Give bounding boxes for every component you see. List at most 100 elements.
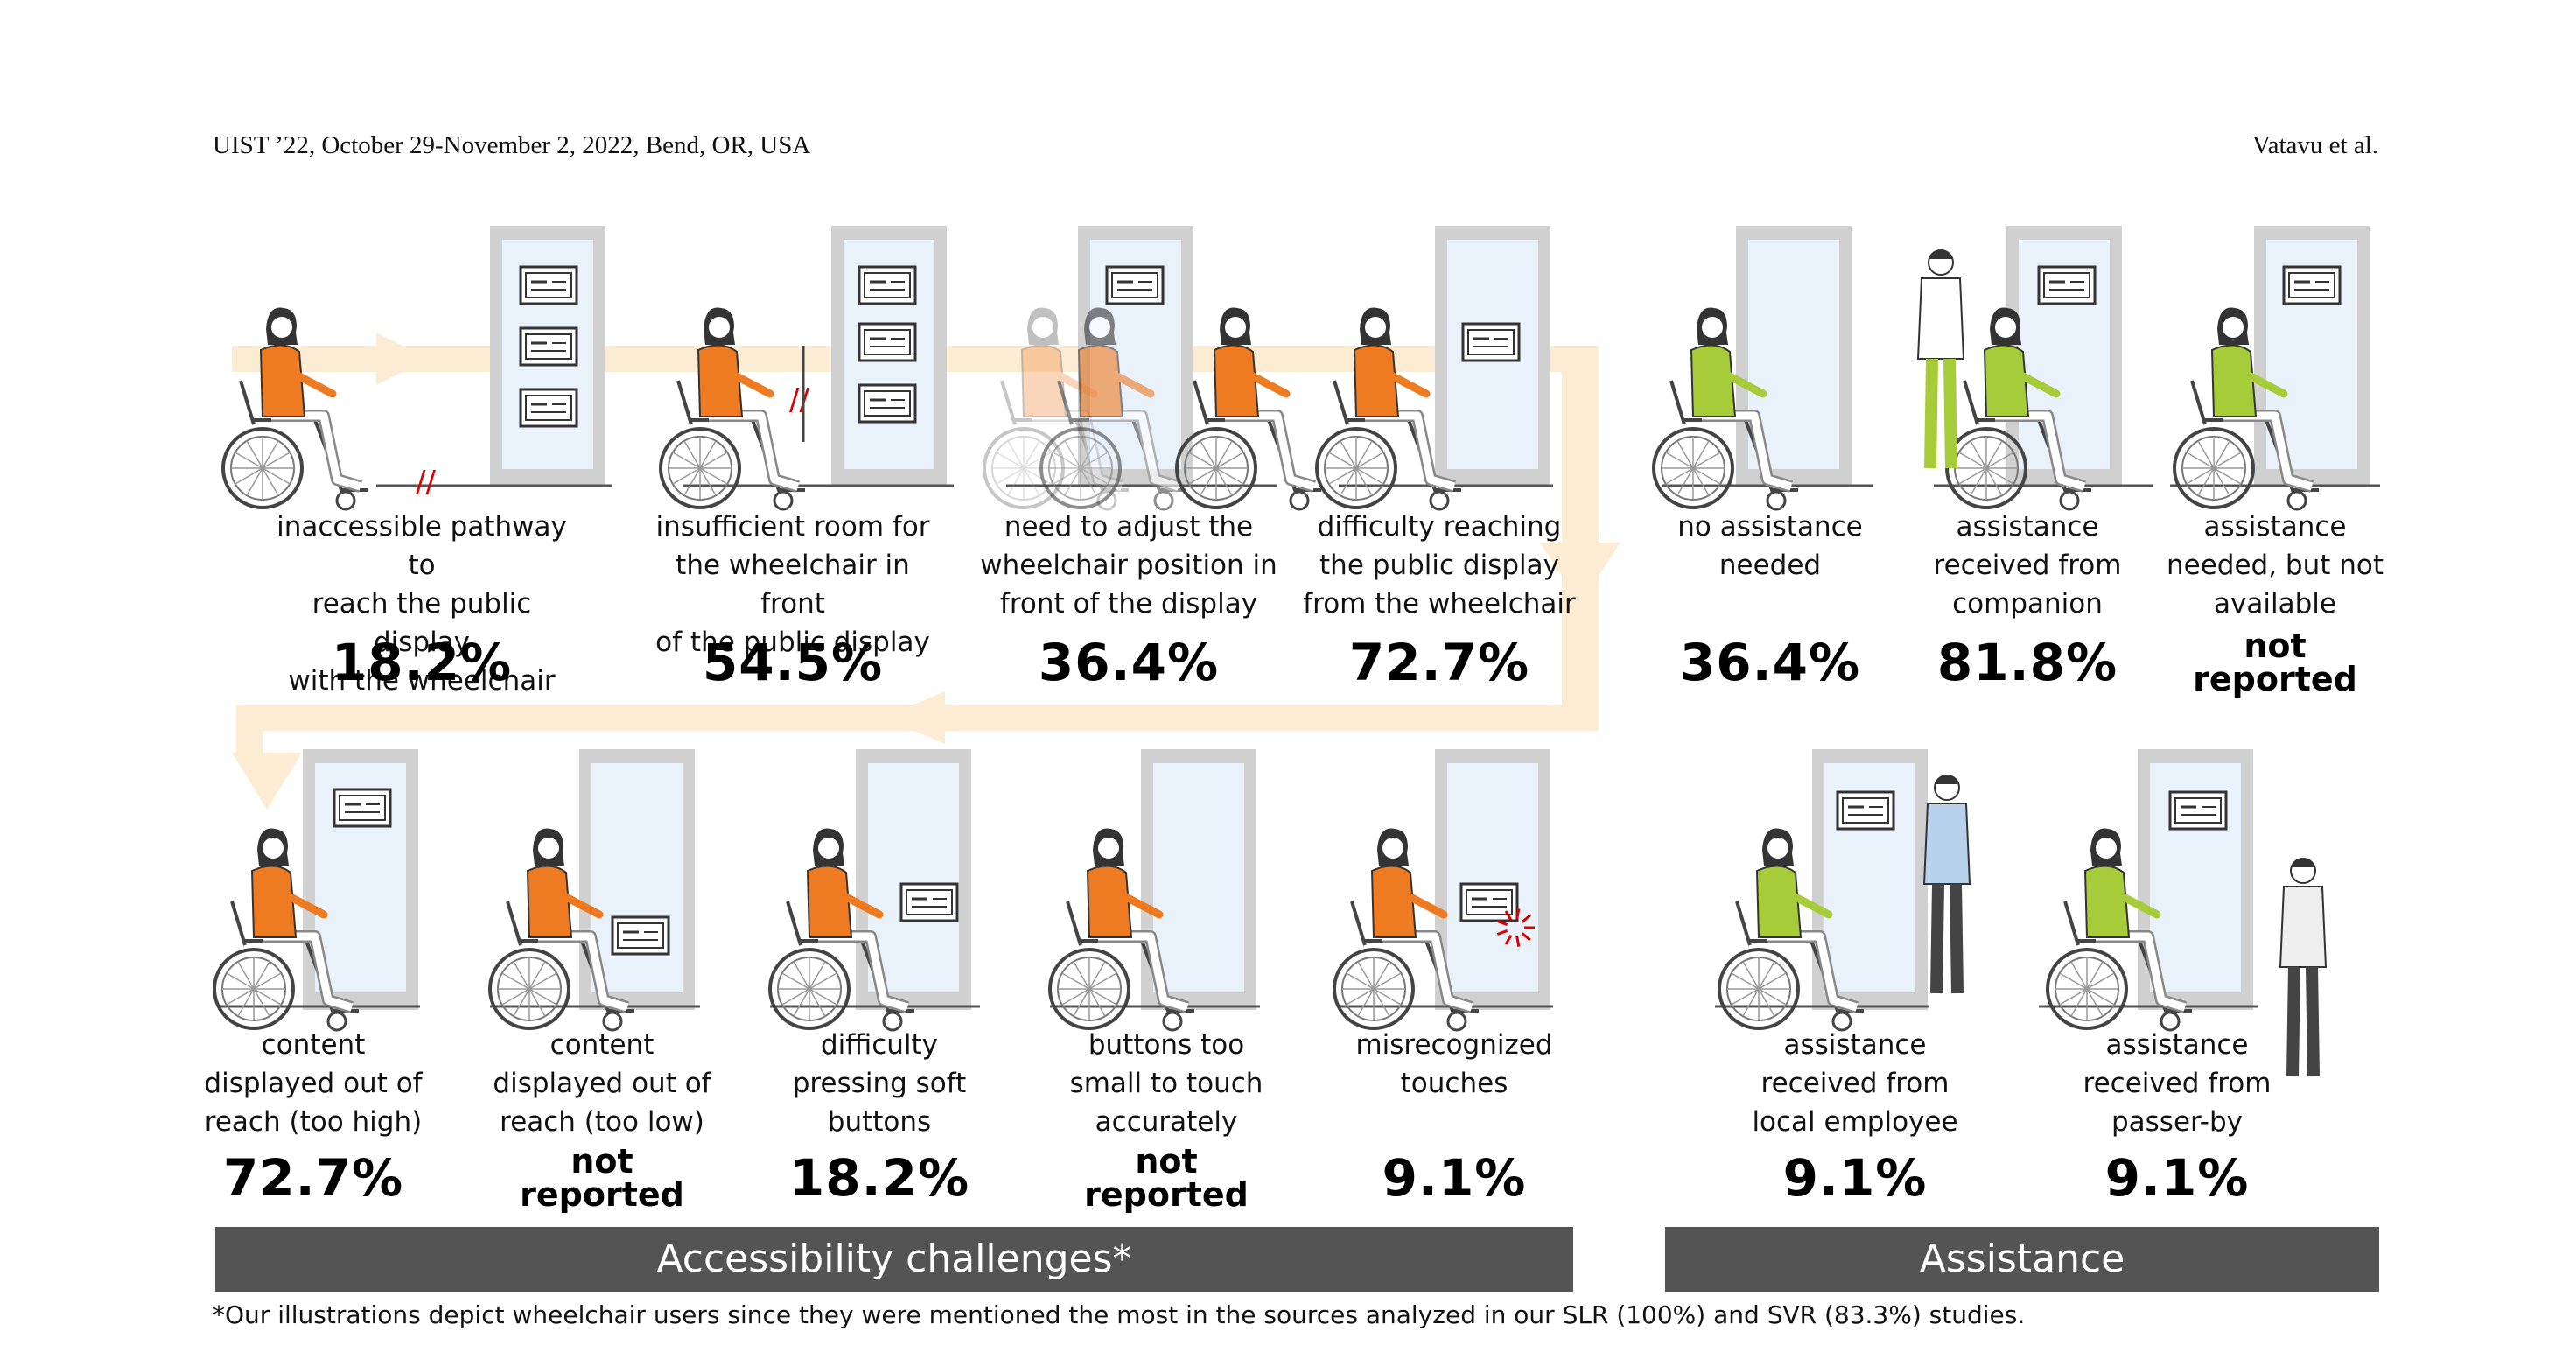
caption-line: assistance bbox=[2203, 511, 2347, 543]
public-display bbox=[1435, 749, 1550, 1010]
caption-line: difficulty reaching bbox=[1317, 511, 1562, 543]
caption-line: accurately bbox=[1095, 1106, 1238, 1138]
touch-burst bbox=[1496, 908, 1535, 947]
wheelchair-user bbox=[2046, 828, 2192, 1032]
caption-line: received from bbox=[1760, 1068, 1950, 1099]
public-display bbox=[1435, 226, 1550, 487]
public-display bbox=[2254, 226, 2370, 487]
caption: assistance received from passer-by bbox=[2028, 1026, 2326, 1141]
percentage-value: not reported bbox=[1084, 1142, 1249, 1214]
caption-line: buttons too bbox=[1088, 1029, 1245, 1061]
percentage-value: 9.1% bbox=[1382, 1148, 1527, 1208]
percentage-value: 72.7% bbox=[1348, 633, 1530, 692]
caption: buttons too small to touch accurately bbox=[1018, 1026, 1315, 1141]
barrier-mark: // bbox=[416, 465, 436, 500]
wheelchair-user bbox=[1652, 307, 1798, 511]
caption: difficulty reaching the public display fro… bbox=[1291, 508, 1588, 623]
wheelchair-user bbox=[1718, 828, 1864, 1032]
wheelchair-user bbox=[1175, 307, 1321, 511]
public-display bbox=[1812, 749, 1928, 1010]
caption-line: content bbox=[261, 1029, 366, 1061]
caption-line: reach the public display bbox=[312, 588, 532, 658]
caption-line: pressing soft bbox=[792, 1068, 967, 1099]
wheelchair-user bbox=[983, 307, 1129, 511]
caption-line: received from bbox=[2082, 1068, 2272, 1099]
public-display bbox=[831, 226, 947, 487]
challenges-bar: Accessibility challenges* bbox=[215, 1227, 1573, 1292]
caption-line: needed, but not bbox=[2166, 550, 2384, 581]
percentage-value: 18.2% bbox=[331, 633, 513, 692]
caption-line: wheelchair position in bbox=[980, 550, 1278, 581]
percentage-value: 9.1% bbox=[1782, 1148, 1928, 1208]
caption-line: assistance bbox=[2105, 1029, 2249, 1061]
percentage-value: not reported bbox=[520, 1142, 684, 1214]
caption: inaccessible pathway to reach the public … bbox=[273, 508, 570, 700]
local-employee-figure bbox=[1922, 775, 1971, 994]
caption-line: content bbox=[550, 1029, 654, 1061]
caption-line: buttons bbox=[827, 1106, 932, 1138]
header-authors: Vatavu et al. bbox=[2251, 131, 2378, 159]
wheelchair-user bbox=[659, 307, 805, 511]
caption-line: local employee bbox=[1752, 1106, 1958, 1138]
caption-line: reach (too low) bbox=[500, 1106, 704, 1138]
caption-line: no assistance bbox=[1677, 511, 1863, 543]
wheelchair-user bbox=[213, 828, 359, 1032]
header-venue: UIST ’22, October 29-November 2, 2022, B… bbox=[213, 131, 811, 159]
caption-line: passer-by bbox=[2110, 1106, 2244, 1138]
percentage-value: 36.4% bbox=[1679, 633, 1861, 692]
percentage-value: 72.7% bbox=[222, 1148, 404, 1208]
caption-line: difficulty bbox=[820, 1029, 939, 1061]
wheelchair-user bbox=[1333, 828, 1479, 1032]
caption-line: misrecognized bbox=[1355, 1029, 1553, 1061]
percentage-value: 36.4% bbox=[1038, 633, 1220, 692]
public-display bbox=[1736, 226, 1852, 487]
caption: difficulty pressing soft buttons bbox=[731, 1026, 1028, 1141]
caption: need to adjust the wheelchair position in… bbox=[980, 508, 1278, 623]
caption-line: with the wheelchair bbox=[288, 665, 556, 697]
caption-line: needed bbox=[1718, 550, 1822, 581]
wheelchair-user bbox=[2173, 307, 2319, 511]
caption-line: touches bbox=[1400, 1068, 1508, 1099]
assistance-bar: Assistance bbox=[1665, 1227, 2379, 1292]
wheelchair-user bbox=[1048, 828, 1194, 1032]
percentage-value: 9.1% bbox=[2104, 1148, 2250, 1208]
caption-line: inaccessible pathway to bbox=[276, 511, 567, 581]
percentage-value: not reported bbox=[2193, 627, 2357, 698]
public-display bbox=[490, 226, 606, 487]
caption: content displayed out of reach (too low) bbox=[453, 1026, 751, 1141]
barrier-mark: // bbox=[789, 382, 809, 417]
caption-line: received from bbox=[1933, 550, 2122, 581]
caption-line: front of the display bbox=[999, 588, 1258, 620]
passer-by-figure bbox=[2278, 858, 2328, 1077]
wheelchair-user bbox=[221, 307, 368, 511]
caption-line: assistance bbox=[1783, 1029, 1927, 1061]
caption-line: reach (too high) bbox=[204, 1106, 423, 1138]
percentage-value: 81.8% bbox=[1936, 633, 2118, 692]
caption-line: insufficient room for bbox=[655, 511, 930, 543]
footnote: *Our illustrations depict wheelchair use… bbox=[213, 1300, 2026, 1329]
caption-line: from the wheelchair bbox=[1303, 588, 1576, 620]
caption-line: the wheelchair in front bbox=[676, 550, 910, 620]
caption: assistance received from local employee bbox=[1706, 1026, 2004, 1141]
caption: insufficient room for the wheelchair in f… bbox=[644, 508, 942, 662]
caption-line: of the public display bbox=[655, 627, 930, 658]
caption-line: available bbox=[2214, 588, 2336, 620]
wheelchair-user bbox=[1315, 307, 1461, 511]
caption-line: the public display bbox=[1320, 550, 1559, 581]
wheelchair-user bbox=[488, 828, 634, 1032]
companion-figure bbox=[1916, 249, 1965, 469]
caption-line: displayed out of bbox=[204, 1068, 423, 1099]
percentage-value: 54.5% bbox=[702, 633, 884, 692]
wheelchair-user bbox=[768, 828, 914, 1032]
caption-line: companion bbox=[1952, 588, 2103, 620]
caption-line: displayed out of bbox=[493, 1068, 711, 1099]
wheelchair-user bbox=[1040, 307, 1186, 511]
caption-line: small to touch bbox=[1069, 1068, 1264, 1099]
caption: misrecognized touches bbox=[1306, 1026, 1603, 1103]
caption-line: need to adjust the bbox=[1004, 511, 1254, 543]
public-display bbox=[2006, 226, 2122, 487]
caption: assistance received from companion bbox=[1879, 508, 2176, 623]
percentage-value: 18.2% bbox=[788, 1148, 970, 1208]
caption: assistance needed, but not available bbox=[2126, 508, 2424, 623]
